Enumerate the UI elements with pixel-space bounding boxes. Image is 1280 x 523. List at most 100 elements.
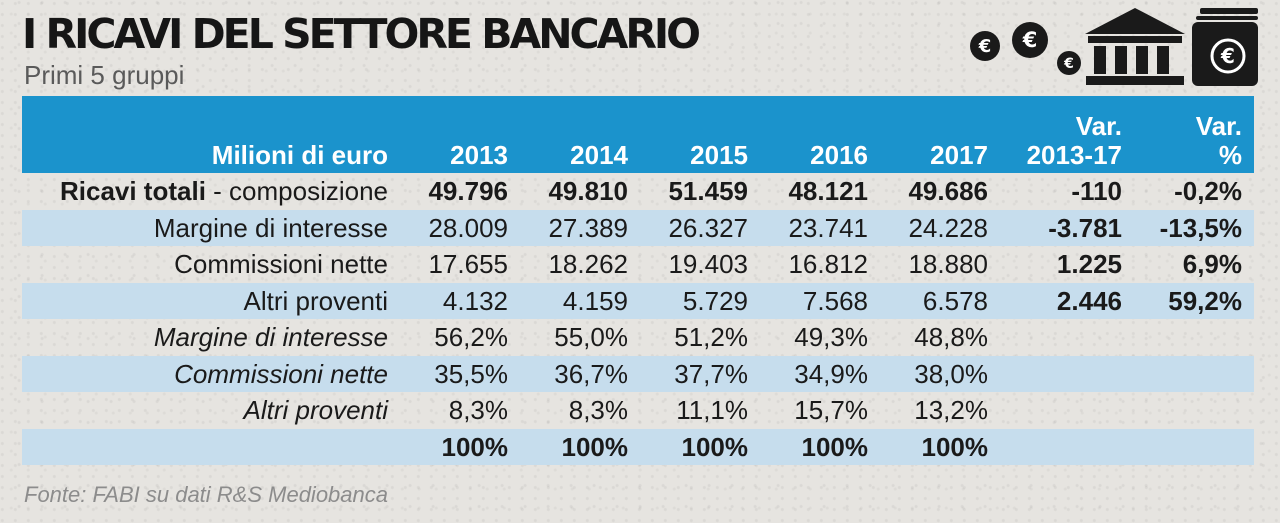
value-cell: 23.741 — [760, 209, 880, 246]
row-label-strong: Ricavi totali — [59, 176, 206, 207]
row-label: Altri proventi — [22, 392, 400, 429]
column-header-line: Var. — [1195, 111, 1242, 141]
table-row: Altri proventi 8,3% 8,3% 11,1% 15,7% 13,2% — [22, 392, 1254, 429]
value-cell: 19.403 — [668, 249, 748, 280]
variation-cell: -0,2% — [1174, 176, 1242, 207]
value-cell: 27.389 — [520, 209, 640, 246]
value-cell: 37,7% — [640, 355, 760, 392]
value-cell: 4.132 — [400, 282, 520, 319]
row-label-text: Altri proventi — [243, 285, 389, 316]
table-row: Ricavi totali - composizione 49.796 49.810… — [22, 173, 1254, 210]
value-cell: 26.327 — [640, 209, 760, 246]
variation-cell — [1000, 428, 1134, 465]
revenue-table: Milioni di euro 2013 2014 2015 2016 2017 Var. 2… — [22, 96, 1254, 465]
variation-cell: 2.446 — [1000, 282, 1134, 319]
value-cell: 49.810 — [548, 176, 628, 207]
column-header-unit: Milioni di euro — [22, 96, 400, 173]
chart-title: I RICAVI DEL SETTORE BANCARIO — [22, 10, 701, 58]
row-label: Commissioni nette — [22, 246, 400, 283]
table-row: Commissioni nette 35,5% 36,7% 37,7% 34,9% 38,… — [22, 355, 1254, 392]
value-cell: 17.655 — [428, 249, 508, 280]
value-cell: 51.459 — [668, 176, 748, 207]
table-row: 100% 100% 100% 100% 100% — [22, 428, 1254, 465]
column-header-line: Var. — [1075, 111, 1122, 141]
row-label: Altri proventi — [22, 282, 400, 319]
column-header: 2017 — [880, 96, 1000, 173]
value-cell: 4.159 — [520, 282, 640, 319]
value-cell: 100% — [400, 428, 520, 465]
value-cell: 48.121 — [788, 176, 868, 207]
source-note: Fonte: FABI su dati R&S Mediobanca — [24, 482, 388, 507]
coin-symbol: € — [1063, 56, 1074, 72]
variation-cell: -110 — [1071, 176, 1122, 207]
banking-icons: € € € € — [970, 8, 1258, 86]
euro-coin-icon: € — [1012, 22, 1048, 58]
row-label-text: - composizione — [205, 176, 388, 207]
variation-cell — [1000, 355, 1134, 392]
value-cell: 15,7% — [794, 395, 868, 426]
row-label-text: Altri proventi — [243, 395, 389, 426]
row-label: Ricavi totali - composizione — [22, 173, 400, 210]
row-label-text: Commissioni nette — [174, 358, 388, 389]
value-cell: 100% — [760, 428, 880, 465]
value-cell: 8,3% — [568, 395, 628, 426]
value-cell: 5.729 — [640, 282, 760, 319]
variation-cell: 6,9% — [1182, 249, 1242, 280]
table-row: Margine di interesse 56,2% 55,0% 51,2% 49,3%… — [22, 319, 1254, 356]
value-cell: 8,3% — [448, 395, 508, 426]
value-cell: 36,7% — [520, 355, 640, 392]
value-cell: 7.568 — [760, 282, 880, 319]
variation-cell: -13,5% — [1134, 209, 1254, 246]
value-cell: 49.796 — [428, 176, 508, 207]
value-cell: 48,8% — [914, 322, 988, 353]
column-header: 2013 — [400, 96, 520, 173]
value-cell: 100% — [520, 428, 640, 465]
column-header: 2015 — [640, 96, 760, 173]
row-label-text: Margine di interesse — [153, 322, 388, 353]
coin-symbol: € — [1220, 44, 1235, 68]
table-row: Altri proventi 4.132 4.159 5.729 7.568 6.578 2… — [22, 282, 1254, 319]
value-cell: 34,9% — [760, 355, 880, 392]
value-cell: 35,5% — [400, 355, 520, 392]
value-cell: 13,2% — [914, 395, 988, 426]
bank-building-icon — [1085, 8, 1185, 85]
row-label: Margine di interesse — [22, 319, 400, 356]
value-cell: 56,2% — [434, 322, 508, 353]
euro-coin-icon: € — [970, 31, 1000, 61]
table-row: Commissioni nette 17.655 18.262 19.403 16.81… — [22, 246, 1254, 283]
value-cell: 24.228 — [880, 209, 1000, 246]
value-cell: 18.262 — [548, 249, 628, 280]
value-cell: 100% — [880, 428, 1000, 465]
value-cell: 38,0% — [880, 355, 1000, 392]
column-header: Var. 2013-17 — [1000, 96, 1134, 173]
coin-symbol: € — [978, 36, 992, 57]
value-cell: 11,1% — [676, 395, 748, 426]
variation-cell — [1134, 428, 1254, 465]
value-cell: 6.578 — [880, 282, 1000, 319]
value-cell: 49.686 — [908, 176, 988, 207]
coin-symbol: € — [1022, 28, 1038, 52]
row-label: Margine di interesse — [22, 209, 400, 246]
euro-coin-icon: € — [1057, 51, 1081, 75]
column-header-line: 2013-17 — [1026, 140, 1122, 170]
row-label-text: Commissioni nette — [174, 249, 388, 280]
table-header-row: Milioni di euro 2013 2014 2015 2016 2017 Var. 2… — [22, 96, 1254, 173]
value-cell: 28.009 — [400, 209, 520, 246]
variation-cell — [1000, 392, 1134, 429]
variation-cell: 1.225 — [1056, 249, 1122, 280]
table-row: Margine di interesse 28.009 27.389 26.327 23… — [22, 209, 1254, 246]
variation-cell — [1000, 319, 1134, 356]
table-body: Ricavi totali - composizione 49.796 49.810… — [22, 173, 1254, 465]
value-cell: 51,2% — [674, 322, 748, 353]
variation-cell — [1134, 392, 1254, 429]
variation-cell: -3.781 — [1000, 209, 1134, 246]
value-cell: 55,0% — [554, 322, 628, 353]
chart-subtitle: Primi 5 gruppi — [24, 60, 185, 90]
column-header-line: % — [1218, 140, 1242, 170]
value-cell: 49,3% — [794, 322, 868, 353]
euro-banknotes-icon: € — [1192, 8, 1258, 86]
variation-cell — [1134, 319, 1254, 356]
row-label: Commissioni nette — [22, 355, 400, 392]
row-label-text: Margine di interesse — [153, 212, 388, 243]
row-label — [22, 428, 400, 465]
